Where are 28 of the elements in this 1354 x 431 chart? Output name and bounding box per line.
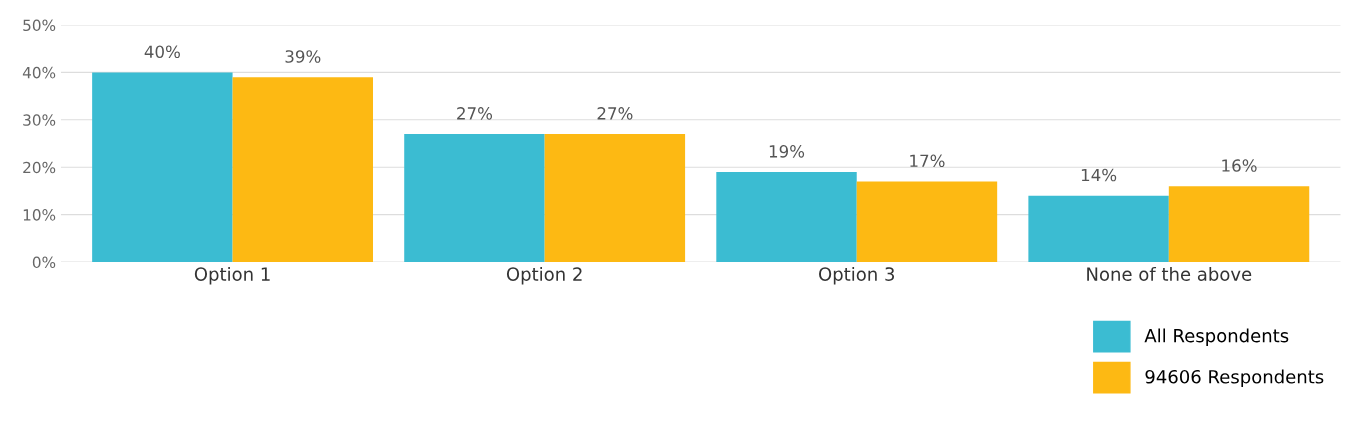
text: 16%: [1222, 159, 1257, 172]
bar: [92, 72, 233, 263]
text: 19%: [769, 145, 805, 158]
text: 40%: [144, 45, 180, 59]
bar: [1028, 195, 1169, 263]
x-tick-label: Option 3: [819, 266, 895, 285]
bar: [1168, 186, 1310, 263]
y-tick-label: 10%: [23, 209, 56, 221]
legend-label: 94606 Respondents: [1145, 369, 1324, 388]
y-tick-label: 40%: [22, 66, 56, 79]
bar: [856, 181, 998, 263]
legend-label: All Respondents: [1144, 328, 1289, 346]
bar: [404, 134, 545, 263]
text: 17%: [910, 154, 945, 168]
text: 14%: [1081, 168, 1117, 182]
y-tick-label: 0%: [32, 256, 56, 269]
bar: [544, 134, 686, 263]
text: 27%: [597, 107, 633, 120]
x-tick-label: Option 2: [506, 266, 582, 285]
text: 27%: [457, 107, 493, 120]
text: 39%: [285, 50, 321, 63]
bar: [232, 77, 374, 263]
x-tick-label: Option 1: [194, 266, 270, 285]
y-tick-label: 50%: [23, 19, 56, 32]
bar: [716, 171, 857, 263]
x-tick-label: None of the above: [1087, 266, 1252, 281]
y-tick-label: 20%: [23, 161, 56, 174]
y-tick-label: 30%: [23, 114, 56, 126]
